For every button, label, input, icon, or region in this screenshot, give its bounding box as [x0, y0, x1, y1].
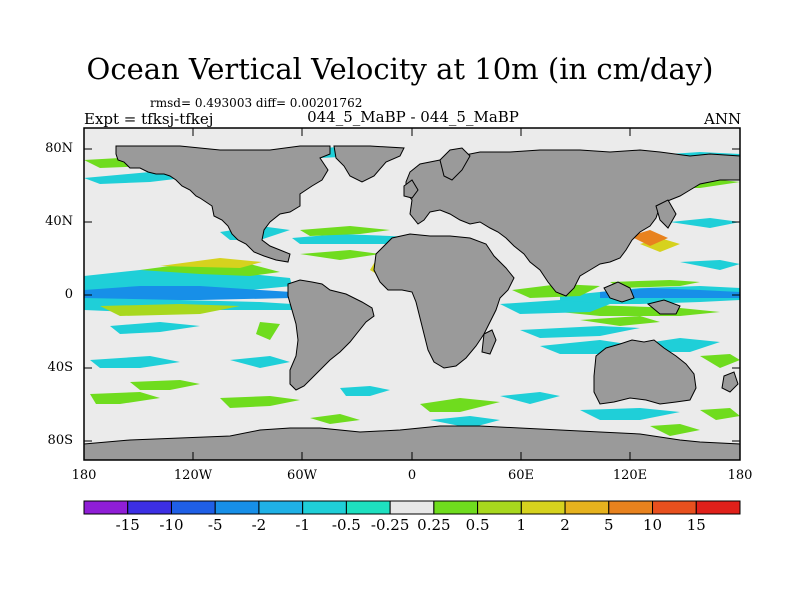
land-eurasia — [405, 149, 741, 297]
colorbar-swatch — [477, 500, 522, 515]
experiment-label: Expt = tfksj-tfkej — [84, 110, 214, 128]
x-tick-label: 120W — [173, 468, 213, 483]
x-tick-label: 120E — [612, 468, 648, 483]
y-tick-label: 40N — [45, 214, 73, 229]
colorbar-swatch — [652, 500, 697, 515]
colorbar-swatch — [433, 500, 479, 515]
stats-text: rmsd= 0.493003 diff= 0.00201762 — [150, 96, 363, 110]
subtitle: 044_5_MaBP - 044_5_MaBP — [307, 108, 519, 126]
land-australia — [593, 339, 697, 405]
colorbar-label: 1 — [516, 516, 527, 534]
colorbar-swatch — [214, 500, 260, 515]
x-tick-label: 60E — [507, 468, 535, 483]
y-tick-label: 80N — [45, 141, 73, 156]
y-tick-label: 0 — [64, 287, 73, 302]
chart-title: Ocean Vertical Velocity at 10m (in cm/da… — [86, 52, 714, 86]
land-greenland — [333, 145, 405, 183]
colorbar-swatch — [258, 500, 304, 515]
x-tick-label: 180 — [727, 468, 753, 483]
colorbar-label: -0.5 — [331, 516, 361, 534]
colorbar-swatch — [345, 500, 391, 515]
x-tick-label: 60W — [287, 468, 317, 483]
colorbar-label: 0.5 — [465, 516, 490, 534]
colorbar-swatch — [83, 500, 129, 515]
land-africa — [373, 233, 515, 369]
land-british-isles — [403, 179, 419, 199]
colorbar-label: 10 — [642, 516, 663, 534]
colorbar-label: -15 — [115, 516, 140, 534]
colorbar-swatch — [302, 500, 347, 515]
colorbar-label: -1 — [295, 516, 310, 534]
axis-ticks — [83, 128, 741, 460]
colorbar-swatch — [520, 500, 566, 515]
colorbar-label: -0.25 — [370, 516, 410, 534]
colorbar-swatch — [695, 500, 741, 515]
colorbar-label: 15 — [686, 516, 706, 534]
y-tick-label: 80S — [47, 433, 73, 448]
land-south-america — [287, 279, 375, 391]
colorbar-label: -5 — [207, 516, 223, 534]
colorbar-label: 2 — [560, 516, 570, 534]
land-new-zealand — [721, 371, 739, 393]
land-indonesia — [603, 281, 635, 303]
colorbar-swatch — [389, 500, 435, 515]
land-antarctica — [83, 425, 741, 461]
x-tick-label: 180 — [71, 468, 97, 483]
colorbar-swatch — [608, 500, 654, 515]
colorbar-label: -10 — [159, 516, 184, 534]
colorbar-swatch — [170, 500, 216, 515]
land-japan — [655, 199, 677, 229]
land — [83, 145, 741, 461]
colorbar-label: 0.25 — [417, 516, 451, 534]
season-label: ANN — [704, 110, 742, 128]
colorbar-swatch — [127, 500, 172, 515]
colorbar-label: -2 — [251, 516, 267, 534]
land-madagascar — [481, 329, 497, 355]
land-new-guinea — [646, 299, 681, 315]
colorbar-label: 5 — [604, 516, 614, 534]
colorbar-swatch — [564, 500, 610, 515]
y-tick-label: 40S — [47, 360, 73, 375]
x-tick-label: 0 — [407, 468, 417, 483]
land-scandinavia — [439, 147, 471, 181]
land-north-america — [115, 145, 331, 263]
